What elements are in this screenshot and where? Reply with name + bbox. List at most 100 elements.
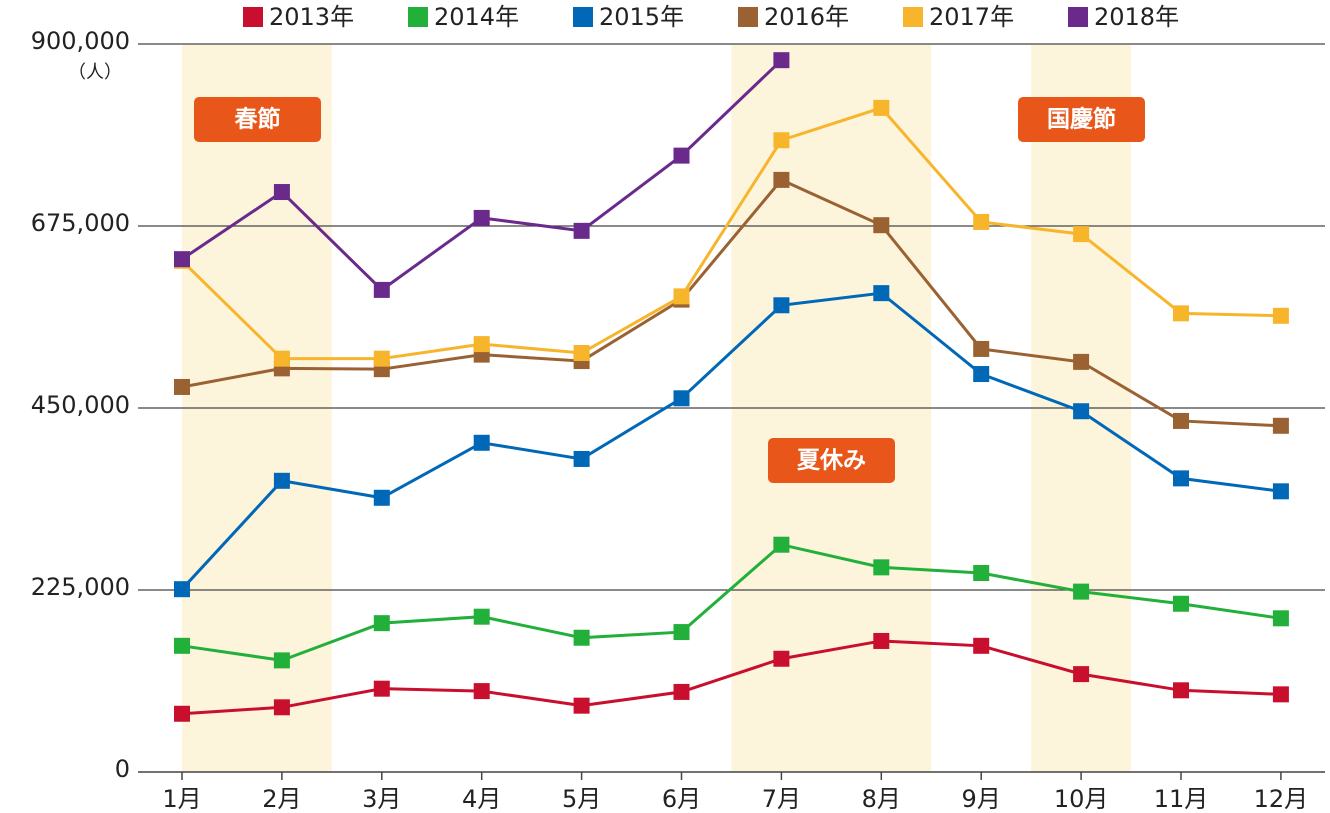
marker	[873, 217, 890, 234]
marker	[473, 434, 490, 451]
x-tick-label: 9月	[962, 785, 1001, 813]
marker	[373, 489, 390, 506]
marker	[273, 472, 290, 489]
marker	[1073, 353, 1090, 370]
marker	[1173, 595, 1189, 612]
marker	[773, 52, 790, 69]
legend-swatch	[573, 7, 593, 27]
x-tick-label: 8月	[862, 785, 901, 813]
x-tick-label: 7月	[762, 785, 801, 813]
marker	[273, 350, 290, 367]
marker	[373, 680, 390, 697]
x-tick-label: 10月	[1054, 785, 1109, 813]
legend-label: 2017年	[929, 3, 1014, 31]
marker	[473, 608, 490, 625]
marker	[573, 629, 590, 646]
marker	[1272, 610, 1289, 627]
marker	[1173, 682, 1189, 699]
x-tick-label: 11月	[1154, 785, 1209, 813]
marker	[1173, 305, 1189, 322]
marker	[1073, 226, 1090, 243]
marker	[973, 366, 990, 383]
marker	[673, 683, 690, 700]
annotation-text: 夏休み	[797, 448, 866, 474]
marker	[174, 637, 190, 654]
annotation-box	[194, 97, 321, 142]
marker	[1272, 307, 1289, 324]
marker	[873, 99, 890, 116]
annotation-box	[1018, 97, 1145, 142]
y-tick-label: 450,000	[31, 391, 130, 419]
marker	[1073, 403, 1090, 420]
marker	[873, 285, 890, 302]
marker	[273, 652, 290, 669]
marker	[1173, 470, 1189, 487]
marker	[773, 132, 790, 149]
marker	[174, 581, 190, 598]
marker	[273, 184, 290, 201]
marker	[973, 565, 990, 582]
marker	[973, 637, 990, 654]
marker	[1272, 483, 1289, 500]
marker	[373, 615, 390, 632]
series-line	[181, 178, 1281, 428]
legend-swatch	[1068, 7, 1088, 27]
x-tick-label: 5月	[562, 785, 601, 813]
marker	[473, 336, 490, 353]
marker	[873, 632, 890, 649]
series-line	[181, 639, 1281, 716]
legend-label: 2018年	[1094, 3, 1179, 31]
marker	[573, 450, 590, 467]
legend-label: 2014年	[434, 3, 519, 31]
marker	[1272, 417, 1289, 434]
marker	[673, 390, 690, 407]
marker	[473, 209, 490, 226]
marker	[773, 536, 790, 553]
marker	[873, 559, 890, 576]
marker	[1173, 412, 1189, 429]
marker	[773, 297, 790, 314]
legend-label: 2013年	[269, 3, 354, 31]
marker	[174, 251, 190, 268]
legend-swatch	[243, 7, 263, 27]
marker	[373, 350, 390, 367]
marker	[174, 705, 190, 722]
annotation-text: 春節	[234, 106, 281, 133]
annotation-text: 国慶節	[1047, 106, 1116, 133]
marker	[1073, 583, 1090, 600]
y-tick-label: 675,000	[31, 209, 130, 237]
marker	[1073, 666, 1090, 683]
series-line	[180, 291, 1282, 591]
y-tick-label: 900,000	[31, 27, 130, 55]
series-line	[180, 106, 1281, 361]
marker	[673, 147, 690, 164]
legend-label: 2015年	[599, 3, 684, 31]
legend-label: 2016年	[764, 3, 849, 31]
marker	[973, 213, 990, 230]
marker	[673, 288, 690, 305]
marker	[973, 340, 990, 357]
y-tick-label: 0	[115, 755, 130, 783]
marker	[174, 378, 190, 395]
marker	[1272, 686, 1289, 703]
x-tick-label: 2月	[262, 785, 301, 813]
marker	[273, 699, 290, 716]
marker	[573, 222, 590, 239]
x-tick-label: 4月	[462, 785, 501, 813]
x-tick-label: 6月	[662, 785, 701, 813]
marker	[573, 697, 590, 714]
series-line	[181, 543, 1282, 662]
x-tick-label: 3月	[362, 785, 401, 813]
x-tick-label: 12月	[1254, 785, 1309, 813]
y-tick-label: 225,000	[31, 573, 130, 601]
x-tick-label: 1月	[162, 785, 201, 813]
legend-swatch	[903, 7, 923, 27]
marker	[673, 624, 690, 641]
marker	[473, 683, 490, 700]
legend-swatch	[408, 7, 428, 27]
legend-swatch	[738, 7, 758, 27]
marker	[773, 650, 790, 667]
annotation-box	[768, 438, 895, 483]
marker	[773, 171, 790, 188]
